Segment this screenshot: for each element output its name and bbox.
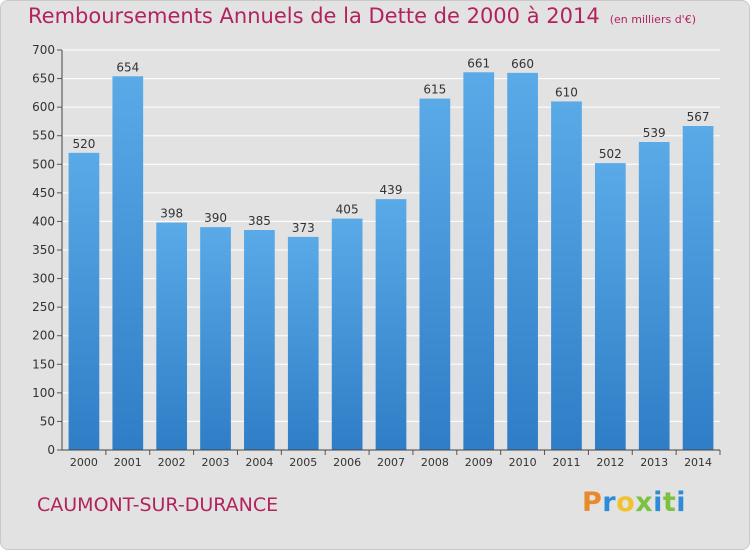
bar-2013 <box>638 142 670 450</box>
bars <box>68 72 714 451</box>
value-label-2001: 654 <box>116 60 139 74</box>
y-tick-label: 550 <box>32 129 55 143</box>
value-label-2008: 615 <box>423 83 446 97</box>
x-tick-label-2000: 2000 <box>70 456 98 469</box>
chart-title: Remboursements Annuels de la Dette de 20… <box>28 4 696 28</box>
x-tick-label-2010: 2010 <box>509 456 537 469</box>
value-label-2010: 660 <box>511 57 534 71</box>
x-tick-label-2011: 2011 <box>552 456 580 469</box>
value-label-2004: 385 <box>248 214 271 228</box>
y-tick-label: 100 <box>32 386 55 400</box>
value-label-2006: 405 <box>336 203 359 217</box>
commune-name: CAUMONT-SUR-DURANCE <box>37 494 279 516</box>
y-tick-label: 500 <box>32 157 55 171</box>
bar-2012 <box>594 163 626 450</box>
x-tick-label-2002: 2002 <box>158 456 186 469</box>
y-tick-label: 700 <box>32 43 55 57</box>
x-tick-label-2003: 2003 <box>202 456 230 469</box>
x-tick-label-2014: 2014 <box>684 456 712 469</box>
x-tick-label-2006: 2006 <box>333 456 361 469</box>
chart-title-main: Remboursements Annuels de la Dette de 20… <box>28 4 600 28</box>
value-label-2009: 661 <box>467 56 490 70</box>
y-tick-label: 150 <box>32 357 55 371</box>
logo-letter: x <box>635 487 654 518</box>
logo-letter: i <box>653 487 663 518</box>
y-tick-label: 250 <box>32 300 55 314</box>
y-tick-label: 650 <box>32 72 55 86</box>
x-tick-label-2001: 2001 <box>114 456 142 469</box>
logo-letter: P <box>582 487 603 518</box>
bar-2003 <box>200 227 231 450</box>
value-labels: 520 654 398 390 385 373 405 439 615 661 660 610 502 5… <box>72 56 709 235</box>
bar-2001 <box>112 76 144 451</box>
bar-2006 <box>331 218 363 450</box>
chart-title-unit: (en milliers d'€) <box>609 13 696 26</box>
bar-2007 <box>375 199 407 450</box>
value-label-2012: 502 <box>599 147 622 161</box>
y-tick-label: 0 <box>47 443 55 457</box>
y-tick-label: 200 <box>32 329 55 343</box>
value-label-2011: 610 <box>555 85 578 99</box>
value-label-2003: 390 <box>204 211 227 225</box>
x-tick-label-2009: 2009 <box>465 456 493 469</box>
y-tick-label: 300 <box>32 272 55 286</box>
value-label-2005: 373 <box>292 221 315 235</box>
bar-2009 <box>463 72 495 451</box>
bar-2002 <box>156 222 188 450</box>
value-label-2014: 567 <box>687 110 710 124</box>
y-tick-label: 50 <box>40 414 55 428</box>
x-tick-label-2008: 2008 <box>421 456 449 469</box>
value-label-2013: 539 <box>643 126 666 140</box>
axes: 0 50 100 150 200 250 300 350 400 450 500 550 600 650 7… <box>32 43 721 469</box>
proxiti-logo: Proxiti <box>582 487 686 518</box>
value-label-2000: 520 <box>72 137 95 151</box>
bar-2010 <box>507 72 538 450</box>
x-tick-label-2005: 2005 <box>289 456 317 469</box>
x-tick-label-2012: 2012 <box>596 456 624 469</box>
x-tick-label-2013: 2013 <box>640 456 668 469</box>
y-tick-label: 400 <box>32 214 55 228</box>
bar-2008 <box>419 98 451 451</box>
bar-2004 <box>244 230 275 450</box>
y-tick-label: 450 <box>32 186 55 200</box>
logo-letter: i <box>676 487 687 518</box>
bar-2011 <box>551 101 582 450</box>
logo-letter: t <box>662 487 677 518</box>
bar-2000 <box>68 152 100 450</box>
logo-letter: r <box>602 487 617 518</box>
logo-letter: o <box>616 487 636 518</box>
bar-2014 <box>682 126 714 450</box>
y-tick-label: 600 <box>32 100 55 114</box>
x-tick-label-2004: 2004 <box>245 456 273 469</box>
value-label-2007: 439 <box>380 183 403 197</box>
y-tick-label: 350 <box>32 243 55 257</box>
x-tick-label-2007: 2007 <box>377 456 405 469</box>
value-label-2002: 398 <box>160 207 183 221</box>
bar-2005 <box>287 236 319 450</box>
